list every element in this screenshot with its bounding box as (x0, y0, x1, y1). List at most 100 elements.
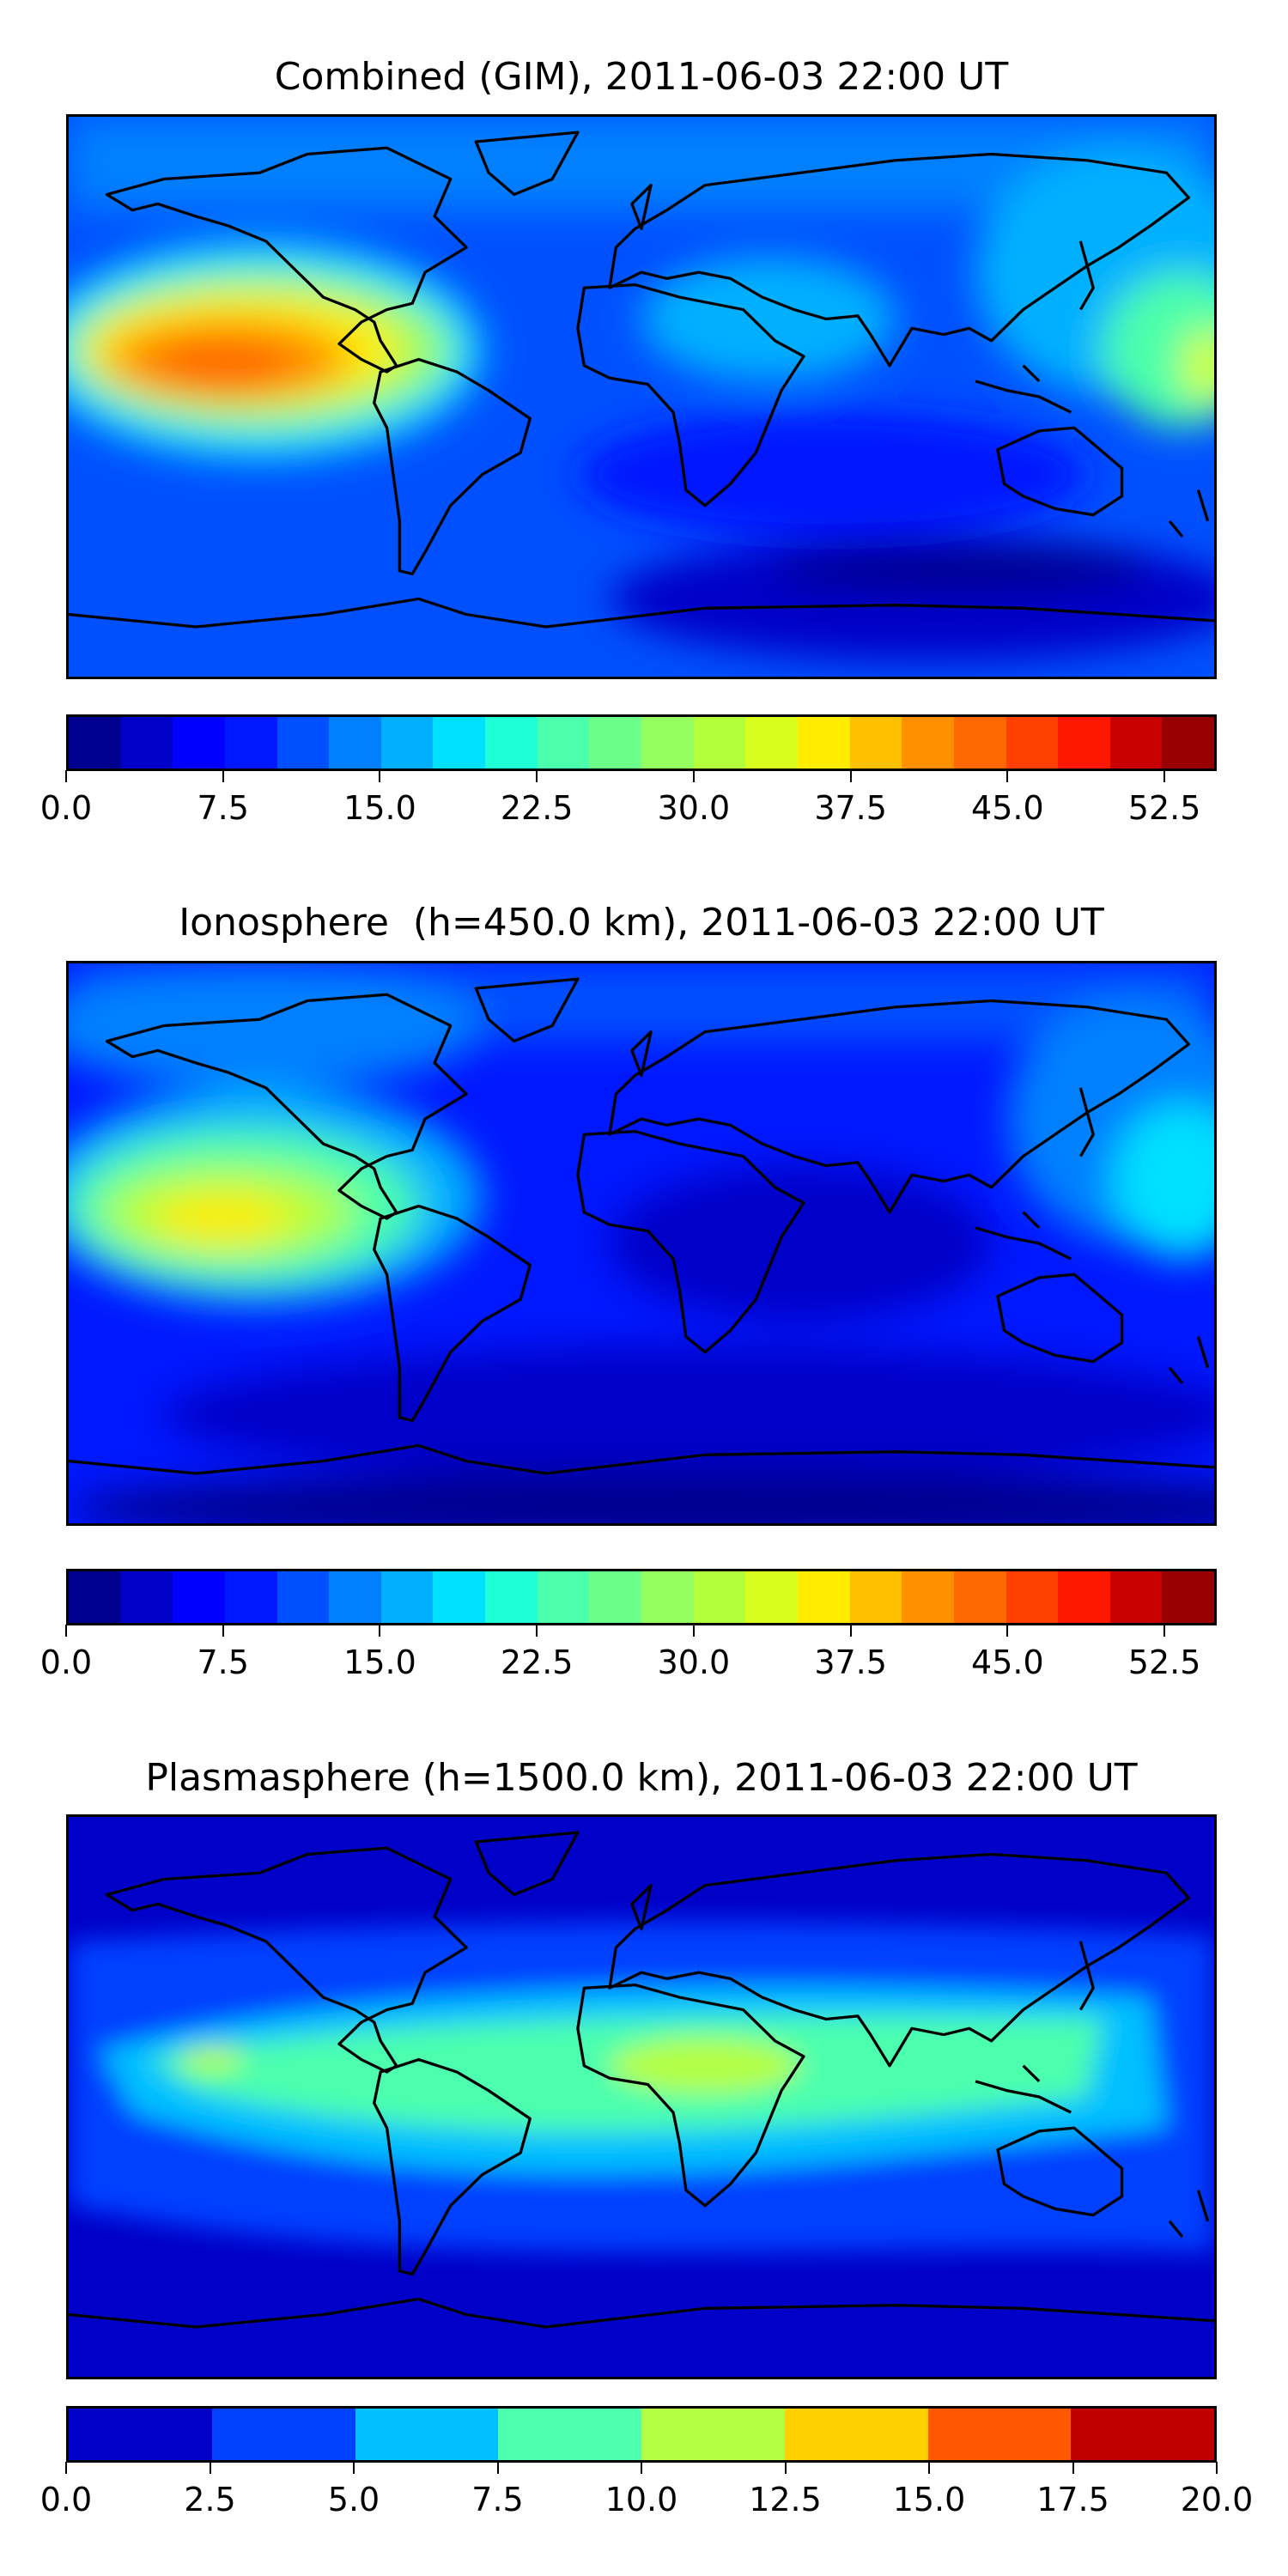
colorbar-level-4 (276, 717, 330, 769)
colorbar-tick-label: 20.0 (1180, 2481, 1254, 2518)
colorbar-plasmasphere (66, 2406, 1217, 2463)
colorbar-tick-label: 5.0 (327, 2481, 380, 2518)
colorbar-level-8 (485, 1571, 538, 1623)
colorbar-level-21 (1162, 1571, 1215, 1623)
colorbar-tick-label: 37.5 (814, 789, 887, 827)
colorbar-tick-mark (65, 2462, 67, 2474)
colorbar-tick-mark (496, 2462, 499, 2474)
colorbar-tick-label: 0.0 (39, 1643, 93, 1681)
colorbar-level-2 (173, 717, 225, 769)
colorbar-ticks-plasmasphere: 0.0 2.5 5.0 7.5 10.0 12.5 15.0 17.5 20.0 (40, 2462, 1253, 2530)
colorbar-level-17 (953, 717, 1006, 769)
colorbar-tick-mark (692, 1625, 695, 1637)
colorbar-level-6 (380, 717, 434, 769)
colorbar-level-13 (745, 1571, 798, 1623)
colorbar-tick-mark (209, 2462, 211, 2474)
colorbar-level-0 (69, 1571, 121, 1623)
colorbar-level-5 (329, 717, 381, 769)
colorbar-tick-mark (1163, 770, 1166, 782)
colorbar-tick-label: 0.0 (39, 789, 93, 827)
colorbar-tick-label: 7.5 (197, 789, 249, 827)
colorbar-tick-mark (536, 1625, 538, 1637)
colorbar-level-1 (211, 2409, 355, 2460)
map-plasmasphere (66, 1814, 1217, 2379)
colorbar-tick-label: 45.0 (971, 1643, 1044, 1681)
colorbar-tick-label: 15.0 (343, 1643, 416, 1681)
colorbar-tick-label: 30.0 (657, 1643, 731, 1681)
colorbar-tick-mark (849, 1625, 852, 1637)
colorbar-tick-label: 22.5 (500, 789, 574, 827)
colorbar-level-15 (849, 1571, 902, 1623)
colorbar-tick-mark (1072, 2462, 1074, 2474)
colorbar-level-18 (1005, 717, 1059, 769)
colorbar-tick-mark (353, 2462, 355, 2474)
colorbar-level-3 (224, 717, 277, 769)
colorbar-tick-mark (65, 1625, 67, 1637)
colorbar-tick-label: 52.5 (1127, 789, 1201, 827)
colorbar-level-7 (1071, 2409, 1214, 2460)
colorbar-tick-label: 15.0 (892, 2481, 966, 2518)
colorbar-level-10 (589, 717, 642, 769)
colorbar-tick-mark (222, 770, 224, 782)
colorbar-ticks-combined: 0.0 7.5 15.0 22.5 30.0 37.5 45.0 52.5 (40, 770, 1217, 839)
colorbar-tick-label: 15.0 (343, 789, 416, 827)
colorbar-level-2 (173, 1571, 225, 1623)
colorbar-tick-label: 10.0 (605, 2481, 678, 2518)
colorbar-level-8 (485, 717, 538, 769)
colorbar-tick-mark (536, 770, 538, 782)
panel-title-plasmasphere: Plasmasphere (h=1500.0 km), 2011-06-03 2… (145, 1756, 1138, 1800)
colorbar-level-2 (355, 2409, 499, 2460)
colorbar-level-7 (433, 1571, 486, 1623)
colorbar-tick-label: 0.0 (39, 2481, 93, 2518)
colorbar-tick-mark (379, 770, 381, 782)
colorbar-level-14 (797, 717, 850, 769)
colorbar-level-16 (902, 717, 954, 769)
colorbar-tick-mark (222, 1625, 224, 1637)
colorbar-level-12 (693, 717, 746, 769)
colorbar-level-6 (380, 1571, 434, 1623)
map-ionosphere (66, 961, 1217, 1526)
colorbar-level-1 (120, 1571, 173, 1623)
panel-title-combined: Combined (GIM), 2011-06-03 22:00 UT (274, 55, 1009, 99)
colorbar-tick-mark (1216, 2462, 1218, 2474)
colorbar-level-15 (849, 717, 902, 769)
colorbar-tick-label: 2.5 (184, 2481, 236, 2518)
colorbar-tick-label: 52.5 (1127, 1643, 1201, 1681)
colorbar-tick-label: 37.5 (814, 1643, 887, 1681)
colorbar-tick-label: 17.5 (1036, 2481, 1109, 2518)
colorbar-level-3 (498, 2409, 641, 2460)
colorbar-level-9 (537, 717, 590, 769)
colorbar-combined (66, 714, 1217, 771)
colorbar-level-7 (433, 717, 486, 769)
colorbar-tick-mark (1006, 1625, 1009, 1637)
colorbar-level-1 (120, 717, 173, 769)
colorbar-level-19 (1058, 1571, 1110, 1623)
colorbar-level-0 (69, 2409, 212, 2460)
colorbar-level-12 (693, 1571, 746, 1623)
colorbar-tick-mark (928, 2462, 930, 2474)
colorbar-ticks-ionosphere: 0.0 7.5 15.0 22.5 30.0 37.5 45.0 52.5 (40, 1625, 1217, 1693)
colorbar-tick-mark (65, 770, 67, 782)
colorbar-tick-label: 12.5 (749, 2481, 822, 2518)
colorbar-level-9 (537, 1571, 590, 1623)
colorbar-level-4 (641, 2409, 785, 2460)
colorbar-tick-mark (1163, 1625, 1166, 1637)
colorbar-level-3 (224, 1571, 277, 1623)
colorbar-tick-label: 7.5 (471, 2481, 524, 2518)
colorbar-tick-label: 30.0 (657, 789, 731, 827)
colorbar-level-18 (1005, 1571, 1059, 1623)
colorbar-ionosphere (66, 1569, 1217, 1625)
colorbar-tick-mark (379, 1625, 381, 1637)
colorbar-level-17 (953, 1571, 1006, 1623)
colorbar-tick-mark (784, 2462, 787, 2474)
colorbar-level-5 (329, 1571, 381, 1623)
colorbar-level-21 (1162, 717, 1215, 769)
colorbar-level-16 (902, 1571, 954, 1623)
colorbar-level-14 (797, 1571, 850, 1623)
colorbar-level-11 (641, 717, 694, 769)
colorbar-tick-mark (849, 770, 852, 782)
colorbar-level-20 (1109, 1571, 1163, 1623)
colorbar-level-5 (784, 2409, 928, 2460)
colorbar-tick-mark (1006, 770, 1009, 782)
colorbar-tick-mark (692, 770, 695, 782)
